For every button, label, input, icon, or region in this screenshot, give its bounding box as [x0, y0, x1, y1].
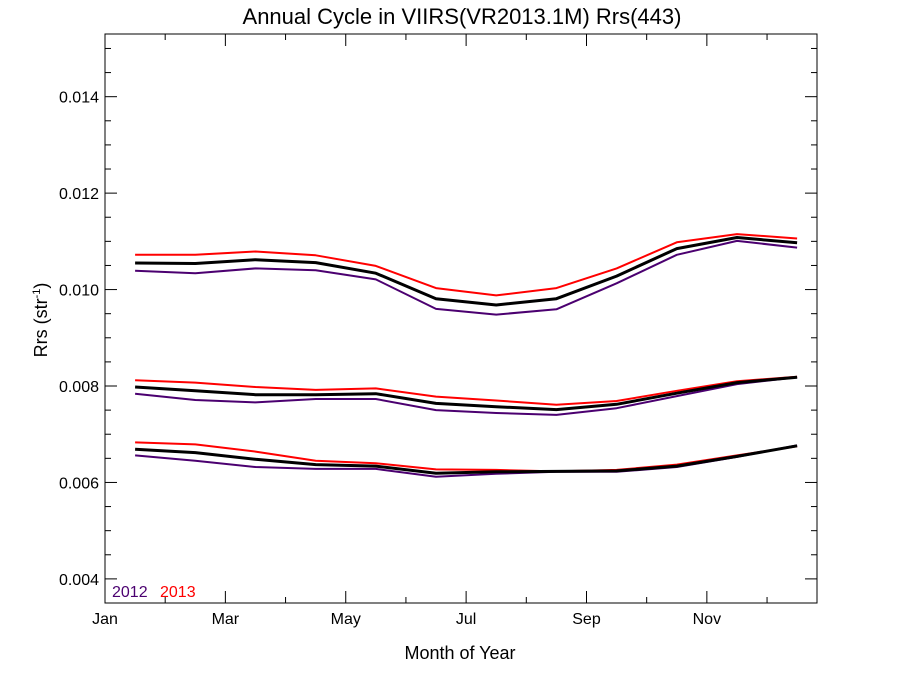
- y-tick-label: 0.004: [59, 572, 99, 589]
- legend-item-2013: 2013: [160, 584, 196, 601]
- series-2013-line-group-1: [135, 233, 798, 297]
- series-2012-line-group-2: [134, 376, 798, 416]
- y-tick-label: 0.008: [59, 379, 99, 396]
- y-tick-label: 0.014: [59, 90, 99, 107]
- y-axis-label-superscript: -1: [31, 289, 43, 299]
- x-tick-label: Jul: [456, 611, 476, 628]
- plot-frame: [104, 33, 818, 604]
- y-tick-label: 0.006: [59, 475, 99, 492]
- series-mean-line-group-1: [135, 236, 798, 307]
- axes-layer: Jan Mar May Jul Sep Nov 0.004 0.006 0.008 0.010 0.…: [59, 33, 818, 628]
- x-tick-label: Nov: [693, 611, 721, 628]
- series-mean-line-group-3: [135, 444, 798, 475]
- series-2012-line-group-1: [135, 239, 798, 316]
- x-axis-label: Month of Year: [404, 643, 515, 663]
- x-tick-label: May: [331, 611, 361, 628]
- legend: 2012 2013: [112, 584, 196, 601]
- series-layer: [134, 233, 798, 478]
- y-axis-label-close: ): [31, 283, 51, 289]
- y-tick-label: 0.012: [59, 186, 99, 203]
- legend-item-2012: 2012: [112, 584, 148, 601]
- y-axis-label-main: Rrs (str: [31, 298, 51, 357]
- y-tick-label: 0.010: [59, 283, 99, 300]
- series-2013-line-group-2: [135, 375, 798, 406]
- x-tick-label: Jan: [92, 611, 118, 628]
- x-tick-label: Sep: [572, 611, 601, 628]
- chart-title: Annual Cycle in VIIRS(VR2013.1M) Rrs(443…: [243, 4, 682, 29]
- y-axis-label: Rrs (str-1): [31, 283, 51, 358]
- series-mean-line-group-2: [135, 375, 798, 412]
- x-tick-label: Mar: [212, 611, 240, 628]
